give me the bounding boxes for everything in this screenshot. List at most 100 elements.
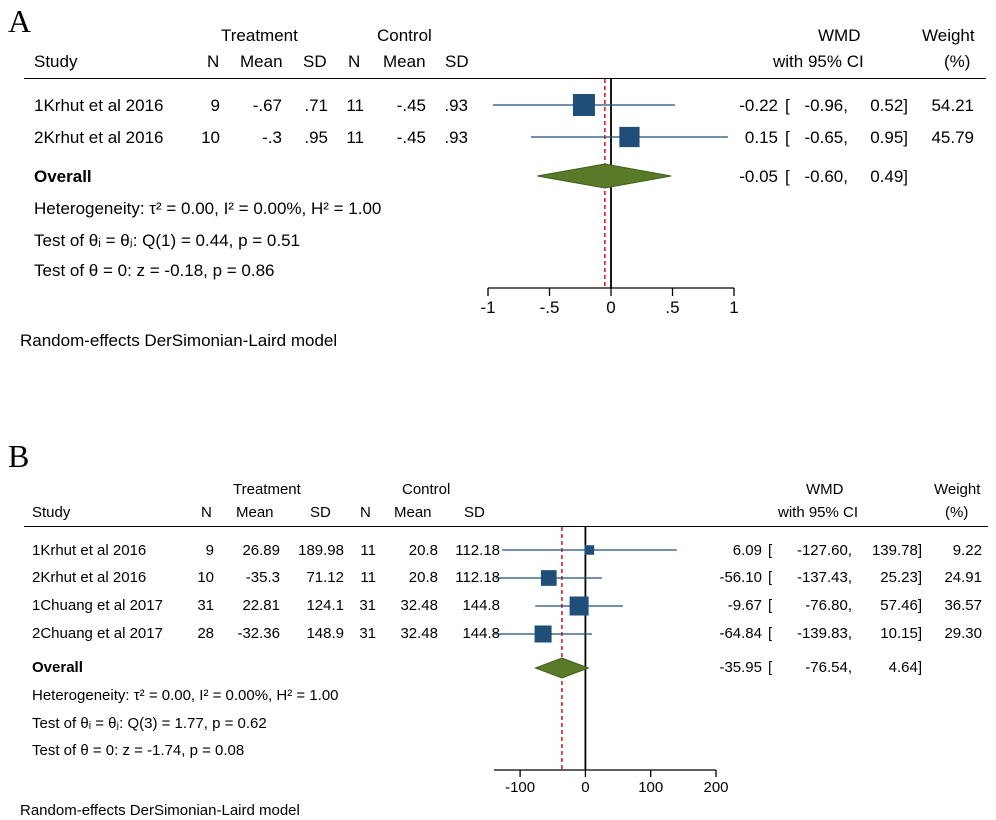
b-row3-t-sd: 124.1 — [306, 597, 344, 614]
a-x-tick-label-4: .5 — [665, 298, 679, 317]
a-t-n-header: N — [207, 52, 220, 71]
b-row4-t-mean: -32.36 — [237, 625, 280, 642]
a-row1-wmd: -0.22 — [739, 96, 778, 115]
b-row2-hi: 25.23] — [880, 569, 922, 586]
b-row3-wmd: -9.67 — [727, 597, 762, 614]
b-wmd-header: WMD — [806, 481, 844, 498]
b-row1-weight: 9.22 — [952, 542, 982, 559]
b-t-n-header: N — [201, 504, 212, 521]
b-t-sd-header: SD — [310, 504, 331, 521]
a-control-header: Control — [377, 26, 432, 45]
a-weight-header: Weight — [922, 26, 975, 45]
b-row2-lo: -137.43, — [796, 569, 852, 586]
a-test-equal: Test of θᵢ = θⱼ: Q(1) = 0.44, p = 0.51 — [34, 231, 300, 250]
a-row1-lo: -0.96, — [804, 96, 848, 115]
b-x-tick-label-4: 200 — [703, 779, 728, 796]
b-weight-box-2 — [540, 570, 557, 586]
b-row1-hi: 139.78] — [871, 542, 922, 559]
a-model-note: Random-effects DerSimonian-Laird model — [20, 331, 338, 350]
b-x-tick-label-1: -100 — [505, 779, 535, 796]
b-row4-c-sd: 144.8 — [462, 625, 500, 642]
b-header-rule — [24, 526, 988, 527]
a-overall-lo: -0.60, — [804, 167, 848, 186]
a-t-mean-header: Mean — [240, 52, 283, 71]
a-row1-c-n: 11 — [346, 96, 364, 115]
b-row2-t-n: 10 — [197, 569, 214, 586]
a-overall-label: Overall — [34, 167, 92, 186]
b-row3-lo: -76.80, — [805, 597, 852, 614]
b-row3-t-mean: 22.81 — [242, 597, 280, 614]
b-row1-t-n: 9 — [205, 542, 214, 559]
b-row1-c-sd: 112.18 — [455, 542, 500, 559]
b-row1-t-mean: 26.89 — [242, 542, 280, 559]
a-row1-hi: 0.52] — [870, 96, 908, 115]
b-row1-wmd: 6.09 — [732, 542, 762, 559]
b-weight-header: Weight — [934, 481, 981, 498]
a-c-n-header: N — [348, 52, 361, 71]
b-row4-lo: -139.83, — [796, 625, 852, 642]
b-treatment-header: Treatment — [233, 481, 301, 498]
a-row2-hi: 0.95] — [870, 128, 908, 147]
a-x-tick-label-5: 1 — [729, 298, 738, 317]
b-row2-c-sd: 112.18 — [455, 569, 500, 586]
b-row2-t-sd: 71.12 — [306, 569, 344, 586]
b-row1-c-mean: 20.8 — [408, 542, 438, 559]
a-x-tick-label-2: -.5 — [540, 298, 560, 317]
a-overall-bracket: [ — [785, 167, 790, 186]
b-overall-label: Overall — [32, 659, 83, 676]
a-overall-wmd: -0.05 — [739, 167, 778, 186]
b-row2-c-n: 11 — [360, 569, 376, 586]
panel-letter-b: B — [8, 438, 30, 474]
b-c-sd-header: SD — [464, 504, 485, 521]
b-row3-c-n: 31 — [359, 597, 376, 614]
b-overall-hi: 4.64] — [888, 659, 922, 676]
a-weight-box-1 — [572, 94, 595, 116]
a-c-mean-header: Mean — [383, 52, 426, 71]
a-row1-study: 1Krhut et al 2016 — [34, 96, 164, 115]
a-row1-t-n: 9 — [210, 96, 220, 115]
a-x-tick-label-3: 0 — [606, 298, 615, 317]
b-x-tick-label-3: 100 — [638, 779, 663, 796]
a-row2-study: 2Krhut et al 2016 — [34, 128, 164, 147]
a-row2-t-sd: .95 — [304, 128, 328, 147]
b-row2-wmd: -56.10 — [719, 569, 762, 586]
b-overall-wmd: -35.95 — [719, 659, 762, 676]
a-overall-hi: 0.49] — [870, 167, 908, 186]
a-weight-box-2 — [619, 126, 640, 148]
b-row3-c-sd: 144.8 — [462, 597, 500, 614]
b-row3-weight: 36.57 — [944, 597, 982, 614]
b-row4-study: 2Chuang et al 2017 — [32, 625, 163, 642]
a-row2-t-mean: -.3 — [262, 128, 282, 147]
b-row2-weight: 24.91 — [944, 569, 982, 586]
b-row1-bracket: [ — [768, 542, 773, 559]
a-row1-c-sd: .93 — [444, 96, 468, 115]
b-row4-c-mean: 32.48 — [400, 625, 438, 642]
b-row2-t-mean: -35.3 — [245, 569, 280, 586]
a-row2-c-mean: -.45 — [396, 128, 426, 147]
b-row3-c-mean: 32.48 — [400, 597, 438, 614]
a-row2-c-n: 11 — [346, 128, 364, 147]
a-heterogeneity: Heterogeneity: τ² = 0.00, I² = 0.00%, H²… — [34, 199, 382, 218]
a-t-sd-header: SD — [303, 52, 327, 71]
a-test-zero: Test of θ = 0: z = -0.18, p = 0.86 — [34, 261, 275, 280]
b-row4-t-n: 28 — [197, 625, 214, 642]
a-treatment-header: Treatment — [221, 26, 298, 45]
b-model-note: Random-effects DerSimonian-Laird model — [20, 802, 300, 819]
b-ci-header: with 95% CI — [778, 504, 859, 521]
b-row3-bracket: [ — [768, 597, 773, 614]
a-header-rule — [24, 78, 986, 79]
b-row3-t-n: 31 — [197, 597, 214, 614]
a-row2-c-sd: .93 — [444, 128, 468, 147]
b-row1-t-sd: 189.98 — [298, 542, 344, 559]
b-row3-study: 1Chuang et al 2017 — [32, 597, 163, 614]
panel-letter-a: A — [8, 3, 32, 39]
a-row2-bracket: [ — [785, 128, 790, 147]
b-row1-c-n: 11 — [360, 542, 376, 559]
a-row1-t-mean: -.67 — [252, 96, 282, 115]
b-row2-c-mean: 20.8 — [408, 569, 438, 586]
b-row1-lo: -127.60, — [796, 542, 852, 559]
b-weight-box-4 — [534, 625, 552, 643]
b-row2-study: 2Krhut et al 2016 — [32, 569, 147, 586]
